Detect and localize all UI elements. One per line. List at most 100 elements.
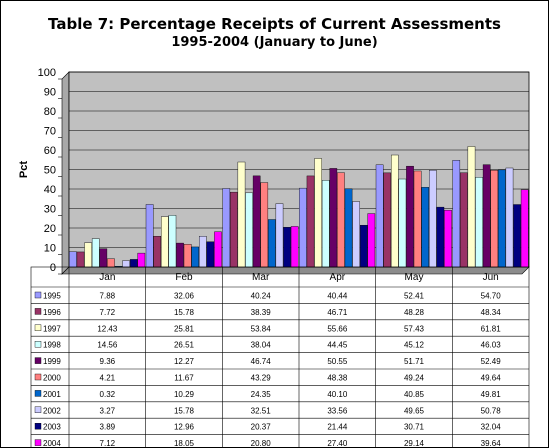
bar <box>314 158 322 268</box>
x-category-label: Apr <box>330 272 346 283</box>
data-label: 38.39 <box>251 308 272 317</box>
bar <box>398 178 407 268</box>
bar <box>344 188 353 268</box>
data-label: 9.36 <box>100 357 116 366</box>
bar <box>406 165 414 268</box>
y-tick-label: 20 <box>44 223 56 235</box>
data-label: 48.34 <box>481 308 502 317</box>
data-label: 52.41 <box>404 292 425 301</box>
data-label: 25.81 <box>174 324 195 333</box>
legend-label: 1999 <box>43 357 61 366</box>
data-label: 40.85 <box>404 390 425 399</box>
bar <box>337 172 345 268</box>
legend-label: 1998 <box>43 341 61 350</box>
data-label: 33.56 <box>327 406 348 415</box>
data-label: 20.80 <box>251 439 272 447</box>
bar <box>245 192 253 268</box>
data-table <box>30 266 530 447</box>
data-label: 0.32 <box>100 390 116 399</box>
legend-key <box>34 423 42 430</box>
bar <box>413 170 422 268</box>
y-tick-label: 30 <box>44 204 56 216</box>
data-label: 49.24 <box>404 374 425 383</box>
bar <box>99 248 108 268</box>
bar <box>206 241 215 268</box>
bar <box>452 160 461 268</box>
data-label: 46.03 <box>481 341 502 350</box>
bar <box>283 227 291 268</box>
data-label: 20.37 <box>251 423 272 432</box>
bar <box>299 187 307 268</box>
bar <box>91 238 100 268</box>
data-label: 12.43 <box>97 324 118 333</box>
legend-label: 2001 <box>43 390 61 399</box>
bar <box>421 187 430 268</box>
data-label: 52.49 <box>481 357 502 366</box>
plot-side-wall <box>61 71 70 275</box>
data-label: 32.06 <box>174 292 195 301</box>
bar <box>329 168 338 268</box>
x-category-label: Feb <box>175 272 193 283</box>
x-category-label: Jan <box>99 272 115 283</box>
data-label: 40.24 <box>251 292 272 301</box>
chart-title: Table 7: Percentage Receipts of Current … <box>1 14 548 52</box>
data-label: 3.27 <box>100 406 116 415</box>
bar <box>460 172 468 268</box>
y-tick-label: 0 <box>50 262 56 274</box>
bar <box>129 259 138 268</box>
data-label: 57.43 <box>404 324 425 333</box>
data-label: 40.10 <box>327 390 348 399</box>
data-label: 3.89 <box>100 423 116 432</box>
bar <box>391 154 399 268</box>
bar <box>482 164 491 268</box>
data-label: 12.96 <box>174 423 195 432</box>
bar <box>290 226 299 268</box>
data-label: 26.51 <box>174 341 195 350</box>
bar <box>183 244 192 268</box>
bar <box>375 164 384 268</box>
bar <box>429 169 437 268</box>
data-label: 50.55 <box>327 357 348 366</box>
data-label: 61.81 <box>481 324 502 333</box>
plot-floor <box>61 266 530 275</box>
y-axis-label: Pct <box>18 161 30 178</box>
bar <box>230 191 238 268</box>
y-tick-label: 40 <box>44 184 56 196</box>
legend-key <box>34 308 42 315</box>
data-label: 12.27 <box>174 357 195 366</box>
y-tick-label: 10 <box>44 243 56 255</box>
data-label: 7.72 <box>100 308 116 317</box>
bar <box>498 169 506 268</box>
bar <box>160 216 169 268</box>
y-tick-label: 70 <box>44 126 56 138</box>
data-label: 48.38 <box>327 374 348 383</box>
data-label: 50.78 <box>481 406 502 415</box>
legend-label: 1995 <box>43 292 61 301</box>
legend-key <box>34 324 42 331</box>
bar <box>252 175 261 268</box>
bar <box>237 161 246 268</box>
bar <box>383 172 392 268</box>
legend-key <box>34 390 42 397</box>
bar <box>505 167 514 268</box>
bar <box>321 180 330 268</box>
legend-key <box>34 439 42 446</box>
data-label: 15.78 <box>174 406 195 415</box>
y-tick-label: 100 <box>38 67 56 79</box>
x-category-label: Jun <box>483 272 499 283</box>
legend-key <box>34 357 42 364</box>
legend-label: 2002 <box>43 406 61 415</box>
data-label: 51.71 <box>404 357 425 366</box>
bar <box>475 177 483 268</box>
x-category-label: May <box>405 272 424 283</box>
data-label: 15.78 <box>174 308 195 317</box>
data-label: 32.04 <box>481 423 502 432</box>
bar <box>191 246 200 268</box>
x-category-label: Mar <box>252 272 270 283</box>
bar <box>260 182 269 268</box>
bar <box>214 231 222 268</box>
bar <box>490 170 499 268</box>
bar <box>122 260 130 268</box>
data-label: 53.84 <box>251 324 272 333</box>
